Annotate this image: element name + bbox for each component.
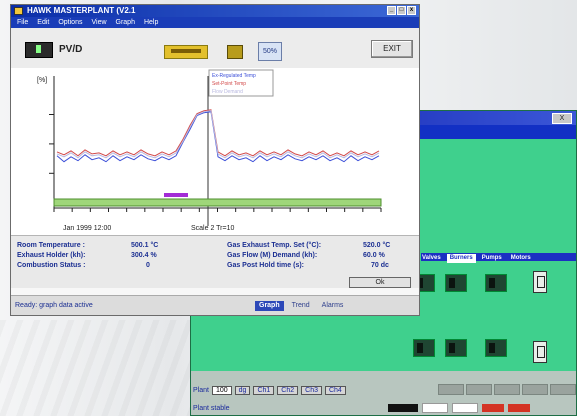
status-unit-button[interactable]: dg xyxy=(234,386,251,395)
series-line-3 xyxy=(56,110,380,159)
burner-window-tabs: Valves Burners Pumps Motors xyxy=(419,254,534,263)
legend-box xyxy=(208,69,274,97)
battery-icon[interactable] xyxy=(164,45,208,59)
grey-tab-3[interactable] xyxy=(494,384,520,395)
info-panel: Room Temperature : 500.1 °C Exhaust Hold… xyxy=(11,235,419,288)
info-label-gas-flow: Gas Flow (M) Demand (kh): xyxy=(227,252,318,259)
channel-2-button[interactable]: Ch2 xyxy=(277,386,299,395)
monitor-icon[interactable] xyxy=(25,42,53,58)
main-window-title: HAWK MASTERPLANT (V2.1 xyxy=(27,6,136,15)
maximize-button[interactable]: □ xyxy=(397,6,406,15)
info-value-exhaust-holder: 300.4 % xyxy=(131,252,157,259)
grey-tab-5[interactable] xyxy=(550,384,576,395)
trend-chart-area: [%] Ex-Regulated Temp Set-Point Temp Flow … xyxy=(11,68,419,235)
app-icon xyxy=(14,7,23,15)
trend-chart[interactable]: [%] Ex-Regulated Temp Set-Point Temp Flow … xyxy=(11,68,420,235)
menu-options[interactable]: Options xyxy=(58,19,83,26)
bottom-tabs: Graph Trend Alarms xyxy=(255,301,347,311)
burner-window-close-button[interactable]: X xyxy=(552,113,572,124)
status-grey-tabs xyxy=(438,384,576,395)
burner-switch-6[interactable] xyxy=(485,339,507,357)
selection-marker xyxy=(164,193,188,197)
tab-graph[interactable]: Graph xyxy=(255,301,284,311)
info-label-combustion: Combustion Status : xyxy=(17,262,86,269)
status-number-field[interactable]: 100 xyxy=(211,386,232,395)
tab-trend[interactable]: Trend xyxy=(291,302,310,309)
disk-icon[interactable] xyxy=(227,45,243,59)
info-value-room-temp: 500.1 °C xyxy=(131,242,159,249)
time-band xyxy=(53,198,382,207)
info-label-gas-post-hold: Gas Post Hold time (s): xyxy=(227,262,305,269)
status-white-button-1[interactable] xyxy=(421,403,448,413)
info-value-combustion: 0 xyxy=(146,262,150,269)
close-button[interactable]: x xyxy=(407,6,416,15)
burner-status-strip: Plant 100 dg Ch1 Ch2 Ch3 Ch4 Plant stabl… xyxy=(191,371,576,415)
zoom-button[interactable]: 50% xyxy=(258,42,282,61)
trend-graph-window: HAWK MASTERPLANT (V2.1 _ □ x File Edit O… xyxy=(10,4,420,316)
tab-alarms[interactable]: Alarms xyxy=(321,302,344,309)
alarm-button-1[interactable] xyxy=(481,404,504,412)
grey-tab-2[interactable] xyxy=(466,384,492,395)
menu-view[interactable]: View xyxy=(91,19,107,26)
status-row-message: Plant stable xyxy=(193,403,530,413)
main-menubar: File Edit Options View Graph Help xyxy=(11,17,419,28)
status-text: Ready: graph data active xyxy=(15,302,93,309)
info-label-gas-exhaust-temp: Gas Exhaust Temp. Set (°C): xyxy=(227,242,322,249)
toolbar-label: PV/D xyxy=(59,44,83,55)
channel-3-button[interactable]: Ch3 xyxy=(301,386,322,395)
grey-tab-4[interactable] xyxy=(522,384,548,395)
main-toolbar: PV/D 50% EXIT xyxy=(11,28,419,69)
grey-tab-1[interactable] xyxy=(438,384,464,395)
burner-switch-5[interactable] xyxy=(445,339,467,357)
chart-footer-scale: Scale 2 Tr=10 xyxy=(191,225,235,232)
chart-footer: Jan 1999 12:00 Scale 2 Tr=10 xyxy=(11,225,419,234)
background-stripes xyxy=(0,320,200,416)
series-line-2 xyxy=(56,109,380,157)
burner-knob-1[interactable] xyxy=(533,271,547,293)
channel-1-button[interactable]: Ch1 xyxy=(253,386,275,395)
alarm-button-2[interactable] xyxy=(507,404,530,412)
channel-4-button[interactable]: Ch4 xyxy=(324,386,346,395)
main-window-titlebar: HAWK MASTERPLANT (V2.1 _ □ x xyxy=(11,5,419,17)
info-label-room-temp: Room Temperature : xyxy=(17,242,85,249)
tab-burners[interactable]: Burners xyxy=(446,254,476,263)
status-message: Plant stable xyxy=(193,404,230,412)
y-axis-label: [%] xyxy=(37,77,47,84)
status-prefix: Plant xyxy=(193,387,209,394)
legend: Ex-Regulated Temp Set-Point Temp Flow Dema… xyxy=(212,73,256,95)
burner-switch-2[interactable] xyxy=(445,274,467,292)
menu-edit[interactable]: Edit xyxy=(37,19,50,26)
exit-button[interactable]: EXIT xyxy=(371,40,413,58)
ok-button[interactable]: Ok xyxy=(349,277,411,288)
title-buttons: _ □ x xyxy=(387,6,416,15)
info-value-gas-exhaust-temp: 520.0 °C xyxy=(363,242,391,249)
menu-file[interactable]: File xyxy=(17,19,29,26)
legend-entry-2: Set-Point Temp xyxy=(212,81,246,87)
bottom-status-bar: Ready: graph data active Graph Trend Ala… xyxy=(11,295,419,315)
burner-switch-3[interactable] xyxy=(485,274,507,292)
menu-graph[interactable]: Graph xyxy=(115,19,135,26)
burner-switch-4[interactable] xyxy=(413,339,435,357)
menu-help[interactable]: Help xyxy=(143,19,159,26)
status-dark-indicator xyxy=(387,404,418,412)
status-white-button-2[interactable] xyxy=(451,403,478,413)
chart-footer-time: Jan 1999 12:00 xyxy=(63,225,112,232)
series-line-1 xyxy=(56,111,380,163)
info-label-exhaust-holder: Exhaust Holder (kh): xyxy=(17,252,86,259)
status-row-controls: Plant 100 dg Ch1 Ch2 Ch3 Ch4 xyxy=(193,386,346,395)
minimize-button[interactable]: _ xyxy=(387,6,396,15)
burner-tabs-band xyxy=(421,253,576,261)
legend-entry-3: Flow Demand xyxy=(212,89,243,95)
tab-motors[interactable]: Motors xyxy=(510,255,531,261)
info-value-gas-flow: 60.0 % xyxy=(363,252,385,259)
burner-knob-2[interactable] xyxy=(533,341,547,363)
info-value-gas-post-hold: 70 dc xyxy=(371,262,389,269)
tab-valves[interactable]: Valves xyxy=(422,255,441,261)
legend-entry-1: Ex-Regulated Temp xyxy=(212,73,256,79)
tab-pumps[interactable]: Pumps xyxy=(481,255,502,261)
